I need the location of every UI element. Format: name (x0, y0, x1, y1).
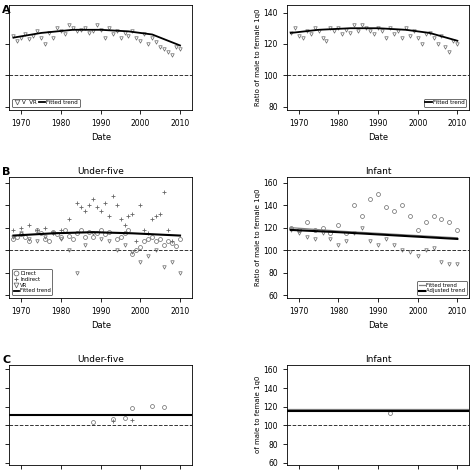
Text: C: C (2, 356, 10, 365)
Title: Under-five: Under-five (77, 167, 124, 176)
Title: Under-five: Under-five (77, 355, 124, 364)
X-axis label: Date: Date (368, 133, 388, 142)
Title: Infant: Infant (365, 355, 391, 364)
Legend: V  VR, Fitted trend: V VR, Fitted trend (12, 99, 80, 107)
Legend: Direct, Indirect, VR, Fitted trend: Direct, Indirect, VR, Fitted trend (12, 269, 53, 295)
Legend: Fitted trend, Adjusted trend: Fitted trend, Adjusted trend (417, 281, 466, 295)
Text: B: B (2, 167, 11, 177)
X-axis label: Date: Date (91, 133, 111, 142)
X-axis label: Date: Date (368, 321, 388, 330)
Legend: Fitted trend: Fitted trend (424, 99, 466, 107)
Text: A: A (2, 5, 11, 15)
Title: Infant: Infant (365, 167, 391, 176)
Y-axis label: Ratio of male to female 1q0: Ratio of male to female 1q0 (255, 189, 261, 286)
Y-axis label: Ratio of male to female 1q0: Ratio of male to female 1q0 (255, 9, 261, 106)
Y-axis label: of male to female 1q0: of male to female 1q0 (255, 376, 261, 453)
X-axis label: Date: Date (91, 321, 111, 330)
